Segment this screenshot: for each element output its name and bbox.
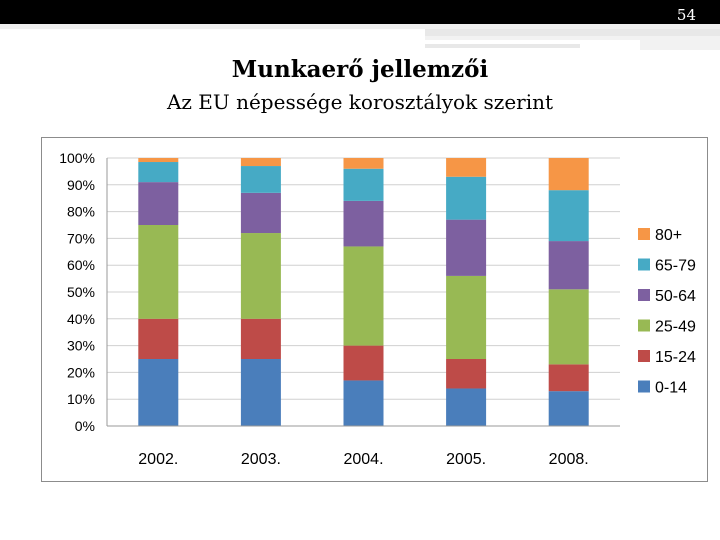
bar-segment-0-14 [548, 391, 589, 426]
bar-segment-50-64 [343, 200, 384, 247]
chart-frame: 0% 10% 20% 30% 40% 50% 60% 70% 80% 90% 100% 2002. 20… [41, 137, 708, 482]
legend-swatch-80+ [638, 228, 650, 240]
decorative-stripe [640, 40, 720, 50]
slide-title: Munkaerő jellemzői [231, 56, 489, 83]
bar-segment-25-49 [446, 275, 487, 359]
y-tick-label: 100% [59, 150, 95, 166]
bar-segment-0-14 [446, 388, 487, 426]
bar-segment-50-64 [240, 192, 281, 234]
legend-label: 0-14 [655, 380, 687, 397]
bar-segment-15-24 [548, 364, 589, 392]
bar-segment-15-24 [240, 318, 281, 359]
legend-swatch-15-24 [638, 350, 650, 362]
bar-segment-0-14 [240, 359, 281, 426]
bars [138, 158, 589, 426]
legend-swatch-25-49 [638, 319, 650, 332]
legend-label: 50-64 [655, 288, 696, 305]
axes: 0% 10% 20% 30% 40% 50% 60% 70% 80% 90% 100% 2002. 20… [59, 150, 620, 468]
slide-subtitle: Az EU népessége korosztályok szerint [166, 90, 554, 114]
bar-segment-80+ [138, 158, 179, 163]
bar-segment-65-79 [138, 162, 179, 183]
y-tick-label: 0% [75, 418, 95, 434]
bar-segment-25-49 [138, 225, 179, 319]
bar-segment-50-64 [548, 241, 589, 290]
bar-segment-65-79 [446, 176, 487, 220]
legend: 80+ 65-79 50-64 25-49 15-24 0-14 [638, 227, 696, 397]
y-tick-label: 60% [67, 257, 95, 273]
x-tick-label: 2004. [343, 451, 383, 468]
y-tick-label: 40% [67, 311, 95, 327]
stacked-bar-chart: 0% 10% 20% 30% 40% 50% 60% 70% 80% 90% 100% 2002. 20… [59, 150, 696, 468]
y-tick-label: 80% [67, 204, 95, 220]
x-tick-label: 2002. [138, 451, 178, 468]
bar-segment-15-24 [138, 318, 179, 359]
y-tick-label: 10% [67, 391, 95, 407]
y-tick-label: 50% [67, 284, 95, 300]
bar-segment-15-24 [446, 359, 487, 389]
decorative-stripe [425, 29, 720, 36]
bar-segment-80+ [446, 158, 487, 177]
bar-segment-65-79 [548, 190, 589, 242]
bar-segment-80+ [240, 158, 281, 167]
top-bar [0, 0, 720, 24]
bar-segment-80+ [343, 158, 384, 169]
y-tick-label: 70% [67, 230, 95, 246]
legend-label: 65-79 [655, 258, 696, 275]
legend-swatch-50-64 [638, 289, 650, 301]
y-tick-label: 90% [67, 177, 95, 193]
decorative-stripe [425, 44, 580, 48]
legend-label: 15-24 [655, 349, 696, 366]
bar-segment-25-49 [343, 246, 384, 346]
bar-segment-25-49 [240, 233, 281, 319]
bar-segment-80+ [548, 158, 589, 191]
bar-segment-0-14 [343, 380, 384, 426]
x-tick-label: 2008. [549, 451, 589, 468]
bar-segment-65-79 [343, 168, 384, 201]
page-number: 54 [676, 6, 696, 24]
bar-segment-50-64 [446, 219, 487, 276]
y-tick-label: 20% [67, 364, 95, 380]
bar-segment-65-79 [240, 166, 281, 193]
bar-segment-0-14 [138, 359, 179, 426]
decorative-stripe [0, 24, 720, 29]
bar-segment-50-64 [138, 182, 179, 225]
bar-segment-25-49 [548, 289, 589, 365]
x-tick-label: 2005. [446, 451, 486, 468]
decorative-stripe [425, 36, 720, 40]
legend-label: 80+ [655, 227, 682, 244]
x-tick-label: 2003. [241, 451, 281, 468]
y-tick-label: 30% [67, 338, 95, 354]
legend-swatch-65-79 [638, 258, 650, 271]
legend-label: 25-49 [655, 319, 696, 336]
bar-segment-15-24 [343, 345, 384, 381]
legend-swatch-0-14 [638, 380, 650, 393]
